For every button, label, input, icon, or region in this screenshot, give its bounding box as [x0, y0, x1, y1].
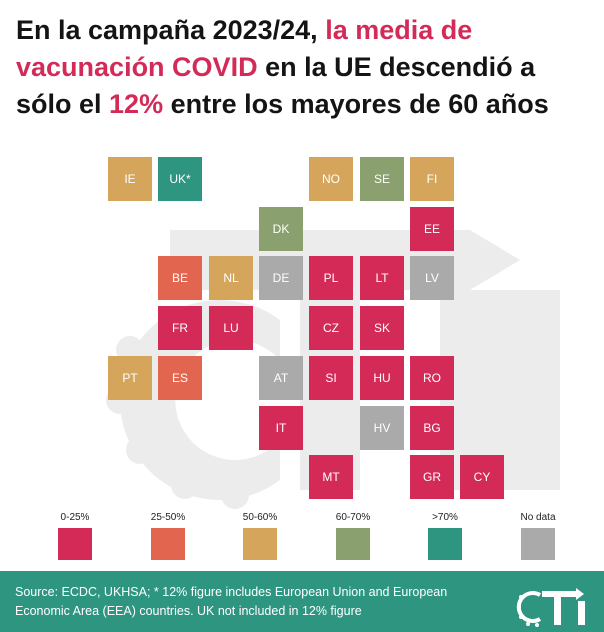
country-tile-hu: HU	[360, 356, 404, 400]
country-tile-ee: EE	[410, 207, 454, 251]
legend-swatch	[521, 528, 555, 560]
headline-highlight-1: la media de vacunación COVID	[16, 15, 473, 82]
legend-swatch	[151, 528, 185, 560]
country-tile-hv: HV	[360, 406, 404, 450]
country-tile-no: NO	[309, 157, 353, 201]
country-tile-lt: LT	[360, 256, 404, 300]
legend-label: 50-60%	[242, 512, 278, 523]
legend-label: >70%	[432, 512, 458, 523]
country-tile-dk: DK	[259, 207, 303, 251]
legend-label: No data	[520, 512, 556, 523]
country-tile-cz: CZ	[309, 306, 353, 350]
country-tile-gr: GR	[410, 455, 454, 499]
country-tile-bg: BG	[410, 406, 454, 450]
country-tile-nl: NL	[209, 256, 253, 300]
country-tile-lv: LV	[410, 256, 454, 300]
legend-swatch	[58, 528, 92, 560]
country-tile-be: BE	[158, 256, 202, 300]
country-tile-se: SE	[360, 157, 404, 201]
country-tile-si: SI	[309, 356, 353, 400]
footer: Source: ECDC, UKHSA; * 12% figure includ…	[0, 571, 604, 632]
cti-logo	[516, 588, 585, 627]
country-tile-pt: PT	[108, 356, 152, 400]
country-tile-cy: CY	[460, 455, 504, 499]
country-tile-pl: PL	[309, 256, 353, 300]
legend-label: 0-25%	[60, 512, 90, 523]
country-tile-lu: LU	[209, 306, 253, 350]
legend-swatch	[428, 528, 462, 560]
legend-swatch	[336, 528, 370, 560]
legend-label: 25-50%	[150, 512, 186, 523]
headline-part-1: En la campaña 2023/24,	[16, 15, 326, 45]
country-tile-at: AT	[259, 356, 303, 400]
headline: En la campaña 2023/24, la media de vacun…	[16, 12, 596, 123]
country-tile-ie: IE	[108, 157, 152, 201]
country-tile-sk: SK	[360, 306, 404, 350]
source-note: Source: ECDC, UKHSA; * 12% figure includ…	[15, 585, 448, 618]
country-tile-fi: FI	[410, 157, 454, 201]
country-tile-it: IT	[259, 406, 303, 450]
country-tile-es: ES	[158, 356, 202, 400]
country-tile-ro: RO	[410, 356, 454, 400]
country-tile-de: DE	[259, 256, 303, 300]
headline-part-3: entre los mayores de 60 años	[163, 89, 549, 119]
headline-part-2: en la UE descendió a sólo el	[16, 52, 536, 119]
headline-highlight-2: 12%	[109, 89, 164, 119]
country-tile-uk: UK*	[158, 157, 202, 201]
country-tile-mt: MT	[309, 455, 353, 499]
legend-label: 60-70%	[335, 512, 371, 523]
legend-swatch	[243, 528, 277, 560]
country-tile-fr: FR	[158, 306, 202, 350]
